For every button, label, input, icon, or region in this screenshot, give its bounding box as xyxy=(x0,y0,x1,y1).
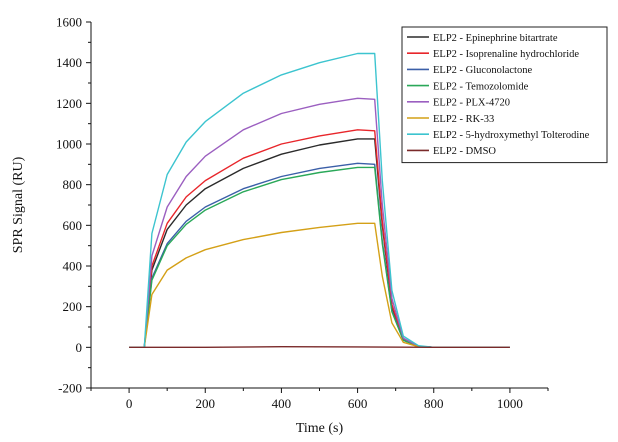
y-tick-label: 1400 xyxy=(56,55,82,70)
legend-label: ELP2 - RK-33 xyxy=(433,114,494,125)
x-axis-title: Time (s) xyxy=(296,421,344,436)
y-tick-label: 0 xyxy=(76,340,83,355)
series-line-3 xyxy=(129,162,510,348)
legend-label: ELP2 - Gluconolactone xyxy=(433,65,532,76)
y-tick-label: 1600 xyxy=(56,15,82,30)
series-line-7 xyxy=(129,52,510,348)
legend-label: ELP2 - Epinephrine bitartrate xyxy=(433,33,558,44)
series-lines xyxy=(129,52,510,348)
legend-label: ELP2 - DMSO xyxy=(433,146,496,157)
legend-label: ELP2 - Isoprenaline hydrochloride xyxy=(433,49,579,60)
series-line-4 xyxy=(129,166,510,348)
y-tick-label: 200 xyxy=(63,299,83,314)
y-tick-label: -200 xyxy=(58,381,82,396)
axes xyxy=(86,21,549,393)
y-tick-label: 600 xyxy=(63,218,83,233)
x-tick-label: 0 xyxy=(126,396,133,411)
series-line-8 xyxy=(129,346,510,348)
y-tick-label: 800 xyxy=(63,177,83,192)
y-tick-label: 400 xyxy=(63,259,83,274)
x-tick-label: 200 xyxy=(196,396,216,411)
legend-label: ELP2 - 5-hydroxymethyl Tolterodine xyxy=(433,130,590,141)
x-tick-label: 800 xyxy=(424,396,444,411)
x-tick-label: 1000 xyxy=(497,396,523,411)
series-line-5 xyxy=(129,97,510,348)
x-tick-label: 600 xyxy=(348,396,368,411)
legend: ELP2 - Epinephrine bitartrate ELP2 - Isop… xyxy=(401,26,608,164)
series-line-6 xyxy=(129,222,510,348)
x-tick-label: 400 xyxy=(272,396,292,411)
y-tick-label: 1200 xyxy=(56,96,82,111)
legend-label: ELP2 - Temozolomide xyxy=(433,81,529,92)
y-axis-title: SPR Signal (RU) xyxy=(11,156,26,253)
legend-label: ELP2 - PLX-4720 xyxy=(433,98,510,109)
y-tick-label: 1000 xyxy=(56,137,82,152)
tick-labels: 0 200 400 600 800 1000 -200 0 200 400 600 800 1000 12… xyxy=(56,15,523,412)
series-line-1 xyxy=(129,138,510,348)
legend-box xyxy=(401,26,608,164)
